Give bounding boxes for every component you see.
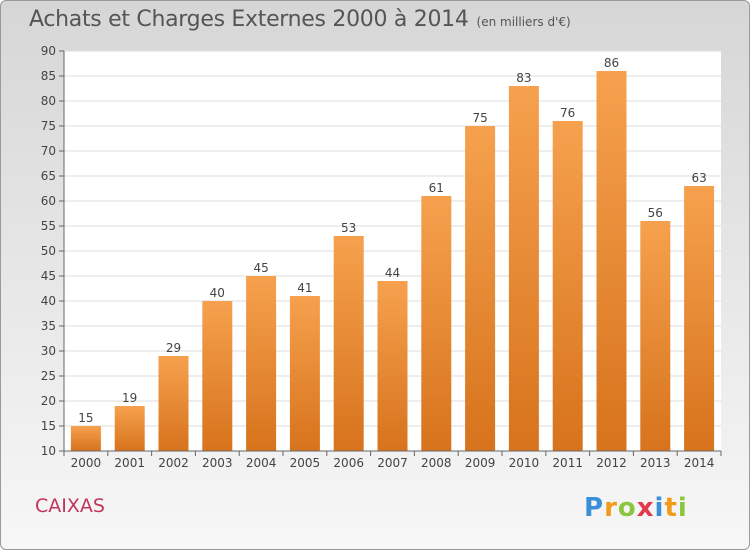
bar (640, 221, 671, 451)
y-tick-label: 60 (41, 194, 56, 208)
x-tick-label: 2007 (377, 456, 408, 470)
svg-text:Proxiti: Proxiti (584, 493, 688, 523)
proxiti-logo: Proxiti (584, 493, 688, 523)
chart-title: Achats et Charges Externes 2000 à 2014 (e… (29, 7, 571, 32)
data-label: 41 (297, 281, 312, 295)
data-label: 53 (341, 221, 356, 235)
bar (70, 426, 101, 451)
y-tick-label: 40 (41, 294, 56, 308)
data-label: 45 (253, 261, 268, 275)
x-tick-label: 2006 (333, 456, 364, 470)
data-label: 29 (166, 341, 181, 355)
y-tick-label: 85 (41, 69, 56, 83)
data-label: 19 (122, 391, 137, 405)
chart-subtitle: (en milliers d'€) (476, 15, 571, 29)
x-tick-label: 2002 (158, 456, 189, 470)
y-tick-label: 90 (41, 44, 56, 58)
chart-title-text: Achats et Charges Externes 2000 à 2014 (29, 7, 469, 32)
y-tick-label: 45 (41, 269, 56, 283)
x-tick-label: 2004 (246, 456, 277, 470)
y-tick-label: 65 (41, 169, 56, 183)
y-tick-label: 10 (41, 444, 56, 458)
data-label: 63 (691, 171, 706, 185)
y-tick-label: 70 (41, 144, 56, 158)
bar (289, 296, 320, 451)
y-tick-label: 35 (41, 319, 56, 333)
x-tick-label: 2008 (421, 456, 452, 470)
x-tick-label: 2005 (290, 456, 321, 470)
bar (508, 86, 539, 451)
y-axis: 10 15 20 25 30 35 40 45 50 55 60 65 70 75 80 85 90 (41, 44, 65, 458)
data-label: 15 (78, 411, 93, 425)
bar (202, 301, 233, 451)
bar (596, 71, 627, 451)
x-tick-label: 2000 (71, 456, 102, 470)
x-tick-label: 2014 (684, 456, 715, 470)
y-tick-label: 30 (41, 344, 56, 358)
x-tick-label: 2012 (596, 456, 627, 470)
data-label: 83 (516, 71, 531, 85)
y-tick-label: 25 (41, 369, 56, 383)
data-label: 76 (560, 106, 575, 120)
y-tick-label: 50 (41, 244, 56, 258)
data-label: 75 (472, 111, 487, 125)
x-tick-label: 2001 (114, 456, 145, 470)
bar (465, 126, 496, 451)
data-label: 56 (648, 206, 663, 220)
data-label: 40 (210, 286, 225, 300)
bars: 15 19 29 40 45 41 53 44 61 75 83 76 86 56 63 (70, 56, 715, 451)
bar (421, 196, 452, 451)
bar (114, 406, 145, 451)
data-label: 61 (429, 181, 444, 195)
x-tick-label: 2013 (640, 456, 671, 470)
x-axis: 2000 2001 2002 2003 2004 2005 2006 2007 2008 2009… (63, 450, 722, 470)
x-tick-label: 2009 (465, 456, 496, 470)
bar (377, 281, 408, 451)
bar (684, 186, 715, 451)
y-tick-label: 80 (41, 94, 56, 108)
x-tick-label: 2003 (202, 456, 233, 470)
bar (333, 236, 364, 451)
bar (246, 276, 277, 451)
bar (552, 121, 583, 451)
y-tick-label: 15 (41, 419, 56, 433)
y-tick-label: 55 (41, 219, 56, 233)
y-tick-label: 75 (41, 119, 56, 133)
bar (158, 356, 189, 451)
y-tick-label: 20 (41, 394, 56, 408)
x-tick-label: 2011 (552, 456, 583, 470)
x-tick-label: 2010 (509, 456, 540, 470)
data-label: 86 (604, 56, 619, 70)
location-name: CAIXAS (35, 495, 105, 517)
data-label: 44 (385, 266, 400, 280)
